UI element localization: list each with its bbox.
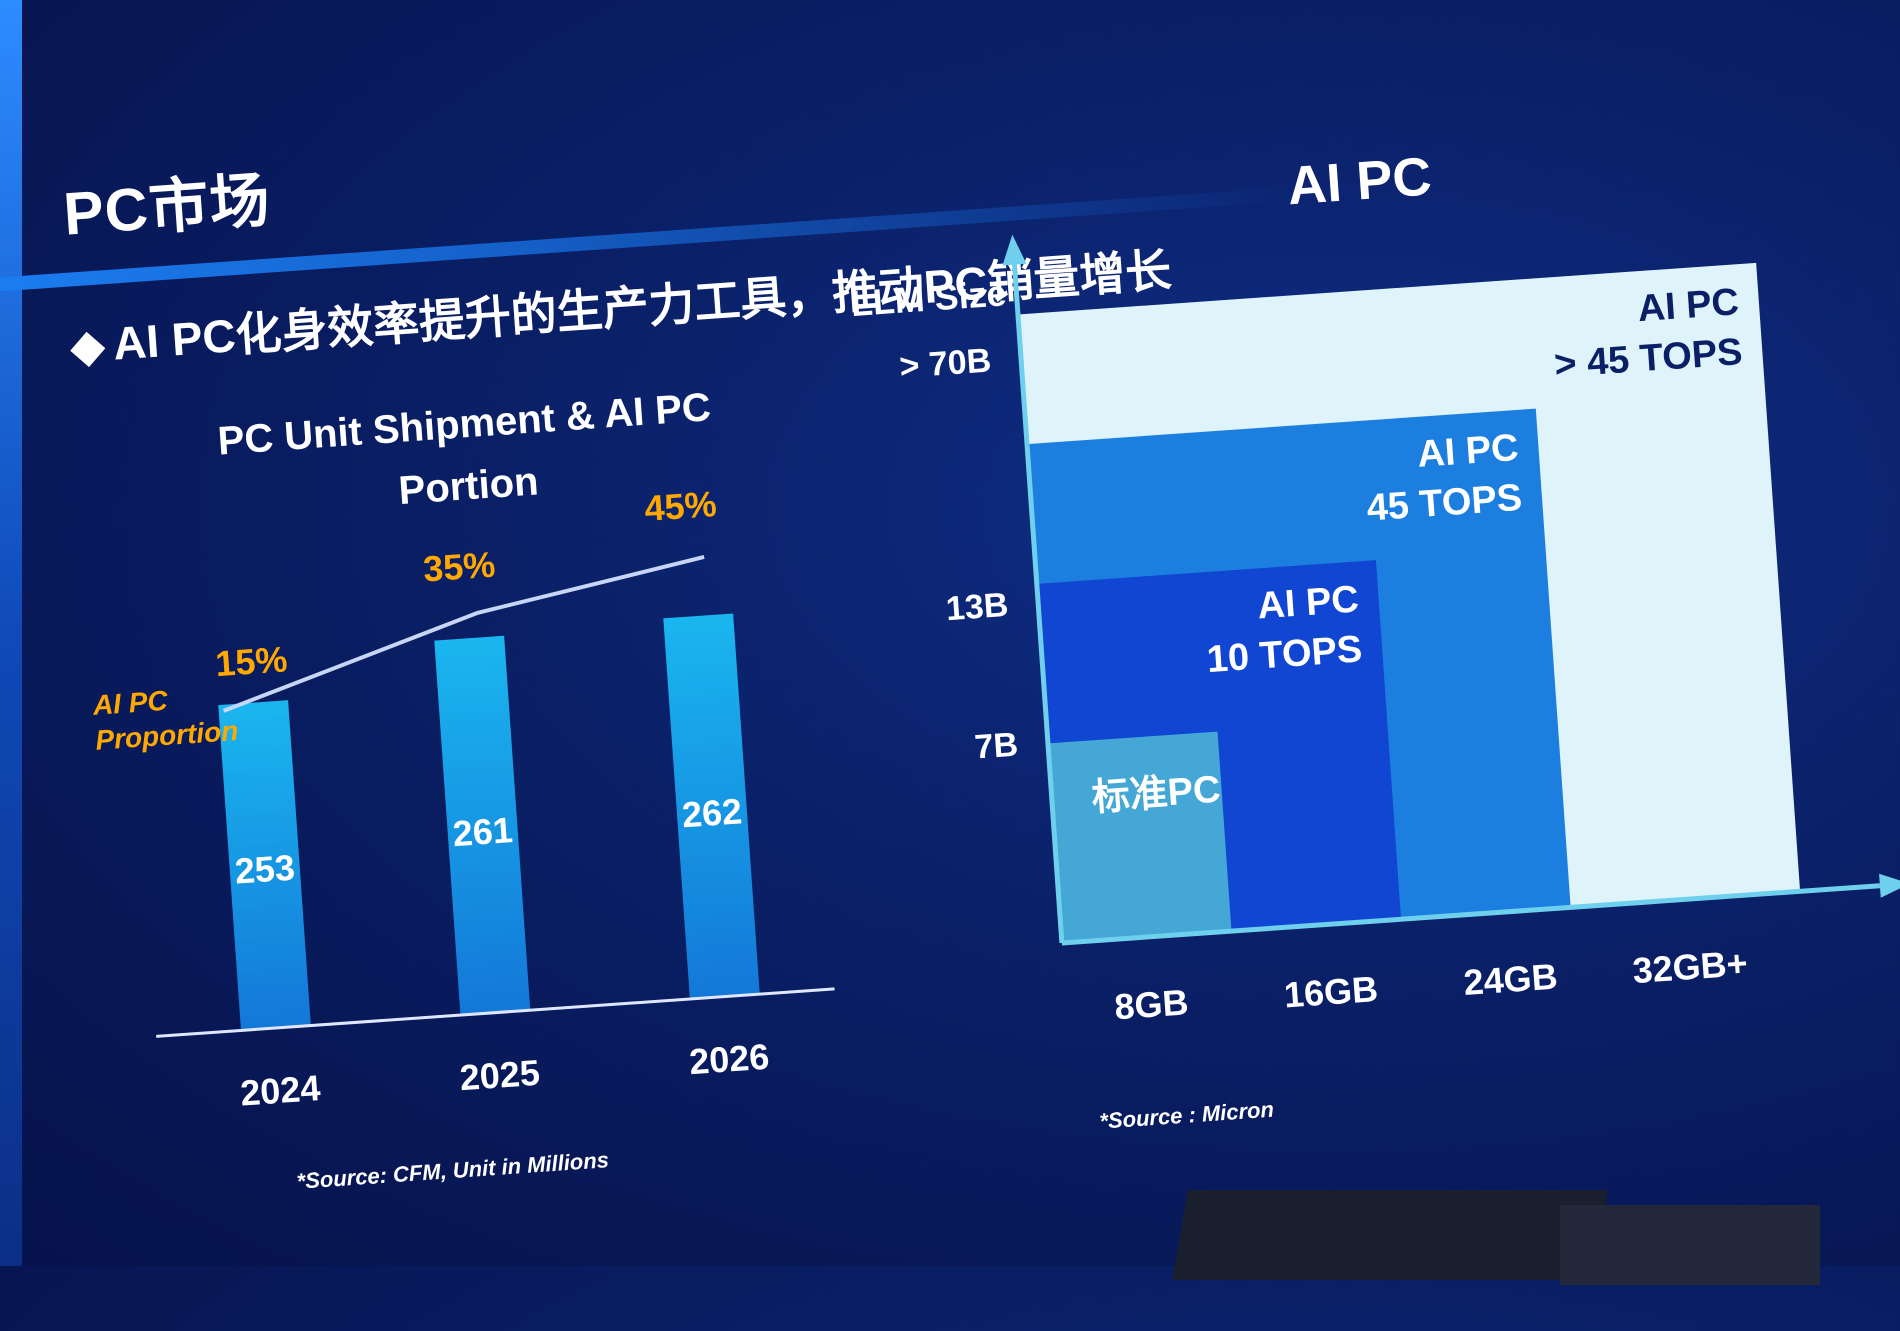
- x-tick-label: 8GB: [1113, 981, 1190, 1027]
- y-tick-label: 13B: [945, 586, 1010, 628]
- y-axis: [1011, 254, 1065, 944]
- bar-value-label: 253: [233, 847, 296, 892]
- y-tick-label: 7B: [973, 726, 1019, 767]
- right-chart-title: AI PC: [1285, 146, 1434, 217]
- proportion-value-label: 45%: [643, 483, 718, 529]
- bar: [434, 635, 531, 1016]
- shipment-bar-chart: 253 2024 261 2025 262 2026 15% 35% 45% AI PCPropo…: [91, 483, 835, 1114]
- x-axis-arrow-icon: [1879, 873, 1900, 898]
- diamond-bullet-icon: ◆: [68, 318, 108, 373]
- y-axis-arrow-icon: [1002, 234, 1027, 266]
- tier-label: AI PC: [1416, 427, 1520, 476]
- x-axis-baseline: [156, 987, 835, 1038]
- x-tick-label: 16GB: [1283, 968, 1380, 1015]
- podium-silhouette: [1172, 1190, 1608, 1280]
- y-tick-label: > 70B: [898, 342, 992, 386]
- bar: [663, 613, 760, 1000]
- tier-box: [1047, 731, 1232, 943]
- y-axis-label: LLM Size: [849, 272, 1007, 324]
- bar: [218, 700, 311, 1031]
- proportion-line: [222, 555, 705, 713]
- x-tick-label: 2024: [239, 1067, 322, 1113]
- left-footnote: *Source: CFM, Unit in Millions: [295, 1147, 610, 1194]
- x-tick-label: 24GB: [1462, 956, 1559, 1003]
- podium-silhouette-right: [1560, 1205, 1820, 1285]
- x-axis: [1061, 883, 1881, 946]
- x-tick-label: 2026: [688, 1036, 771, 1082]
- screen-edge-light: [0, 0, 22, 1266]
- slide-title: PC市场: [61, 166, 273, 248]
- right-footnote: *Source : Micron: [1098, 1096, 1275, 1134]
- proportion-value-label: 15%: [214, 638, 289, 684]
- bar-value-label: 262: [681, 790, 744, 835]
- x-tick-label: 32GB+: [1631, 942, 1749, 991]
- proportion-series-label-line-1: AI PC: [91, 685, 169, 721]
- proportion-series-label-line-2: Proportion: [94, 715, 239, 756]
- bar-value-label: 261: [451, 809, 514, 854]
- tier-label: AI PC: [1256, 578, 1360, 627]
- x-tick-label: 2025: [458, 1052, 541, 1098]
- tier-label: AI PC: [1636, 281, 1740, 330]
- proportion-value-label: 35%: [422, 544, 497, 590]
- tier-label: 标准PC: [1090, 769, 1221, 820]
